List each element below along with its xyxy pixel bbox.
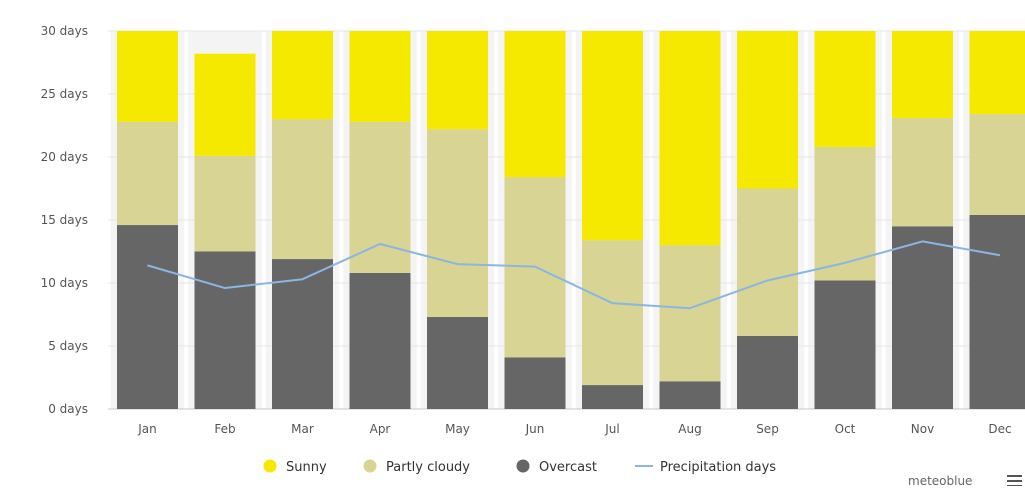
bar-partly-cloudy[interactable] (970, 114, 1025, 215)
line-point[interactable] (687, 305, 693, 311)
legend: Sunny Partly cloudy Overcast Precipitation … (264, 460, 777, 476)
y-tick-label: 15 days (41, 213, 88, 227)
line-point[interactable] (222, 285, 228, 291)
legend-label: Partly cloudy (386, 460, 470, 475)
bar-partly-cloudy[interactable] (427, 129, 488, 317)
x-tick-label: May (445, 422, 470, 436)
bar-sunny[interactable] (427, 31, 488, 129)
bar-partly-cloudy[interactable] (582, 240, 643, 385)
line-point[interactable] (610, 300, 616, 306)
line-point[interactable] (300, 276, 306, 282)
line-point[interactable] (920, 238, 926, 244)
x-tick-label: Mar (291, 422, 314, 436)
bar-partly-cloudy[interactable] (195, 156, 256, 252)
y-tick-label: 20 days (41, 150, 88, 164)
bar-sunny[interactable] (815, 31, 876, 147)
bar-overcast[interactable] (892, 226, 953, 409)
line-point[interactable] (842, 260, 848, 266)
line-point[interactable] (377, 241, 383, 247)
legend-item-overcast[interactable]: Overcast (517, 460, 597, 476)
bar-sunny[interactable] (272, 31, 333, 119)
legend-marker (264, 460, 277, 473)
y-tick-label: 5 days (48, 339, 88, 353)
line-point[interactable] (455, 261, 461, 267)
bar-sunny[interactable] (505, 31, 566, 177)
x-tick-label: Nov (911, 422, 934, 436)
legend-label: Precipitation days (660, 460, 776, 475)
x-tick-label: Aug (678, 422, 701, 436)
bar-sunny[interactable] (582, 31, 643, 240)
bar-overcast[interactable] (970, 215, 1025, 409)
legend-label: Sunny (286, 460, 327, 475)
legend-item-precipitation-days[interactable]: Precipitation days (635, 460, 776, 475)
x-tick-label: Dec (988, 422, 1011, 436)
bar-partly-cloudy[interactable] (272, 119, 333, 259)
line-point[interactable] (145, 262, 151, 268)
bar-partly-cloudy[interactable] (737, 189, 798, 336)
bar-sunny[interactable] (350, 31, 411, 122)
x-tick-label: Oct (835, 422, 856, 436)
bar-sunny[interactable] (892, 31, 953, 118)
bar-partly-cloudy[interactable] (117, 122, 178, 225)
hamburger-menu-icon[interactable] (1007, 475, 1022, 486)
legend-item-partly-cloudy[interactable]: Partly cloudy (364, 460, 471, 476)
bar-overcast[interactable] (582, 385, 643, 409)
bar-sunny[interactable] (737, 31, 798, 189)
bar-partly-cloudy[interactable] (892, 118, 953, 226)
bar-overcast[interactable] (117, 225, 178, 409)
legend-label: Overcast (539, 460, 597, 475)
menu-line-mid (1007, 480, 1022, 482)
credit-text[interactable]: meteoblue (908, 474, 972, 486)
bar-overcast[interactable] (815, 280, 876, 409)
bar-overcast[interactable] (505, 357, 566, 409)
y-tick-label: 25 days (41, 87, 88, 101)
bar-sunny[interactable] (660, 31, 721, 245)
y-tick-label: 30 days (41, 24, 88, 38)
bar-overcast[interactable] (427, 317, 488, 409)
x-tick-label: Apr (370, 422, 391, 436)
legend-marker (517, 460, 530, 473)
bar-overcast[interactable] (660, 381, 721, 409)
line-point[interactable] (997, 252, 1003, 258)
y-tick-label: 10 days (41, 276, 88, 290)
bar-overcast[interactable] (737, 336, 798, 409)
bar-sunny[interactable] (970, 31, 1025, 114)
menu-line-top (1007, 475, 1022, 477)
bar-sunny[interactable] (117, 31, 178, 122)
bar-sunny[interactable] (195, 54, 256, 156)
bar-partly-cloudy[interactable] (660, 245, 721, 381)
line-point[interactable] (532, 264, 538, 270)
y-tick-label: 0 days (48, 402, 88, 416)
x-tick-label: Jun (525, 422, 545, 436)
x-tick-label: Sep (756, 422, 779, 436)
legend-marker (364, 460, 377, 473)
legend-item-sunny[interactable]: Sunny (264, 460, 327, 476)
bar-overcast[interactable] (350, 273, 411, 409)
line-point[interactable] (765, 277, 771, 283)
x-tick-label: Jul (604, 422, 619, 436)
bar-overcast[interactable] (195, 252, 256, 410)
x-tick-label: Jan (137, 422, 157, 436)
x-tick-label: Feb (214, 422, 235, 436)
